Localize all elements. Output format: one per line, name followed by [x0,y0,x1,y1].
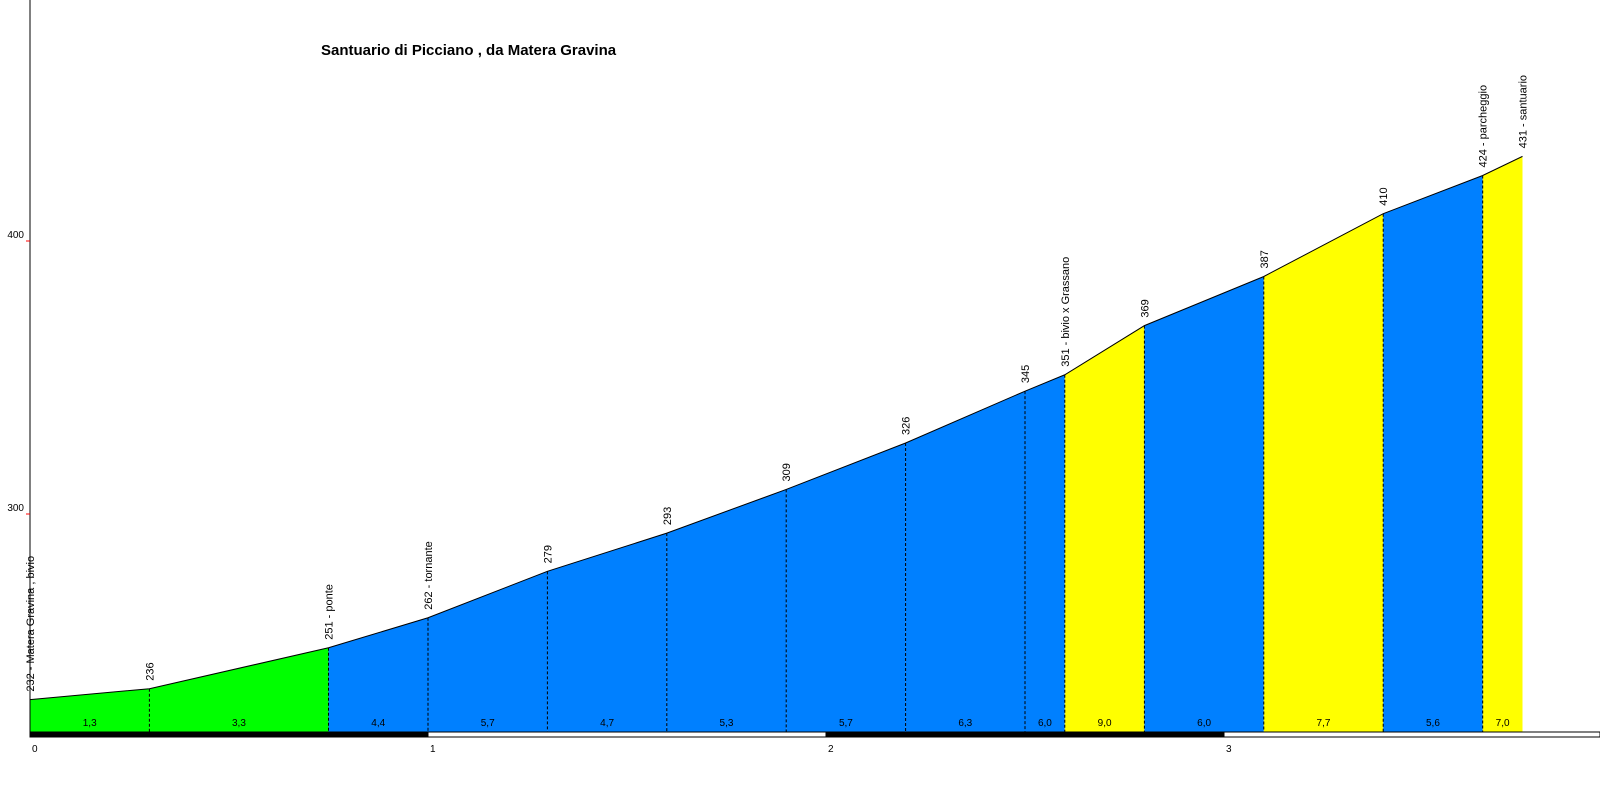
axes: 300 400 0 1 2 3 [7,0,1600,755]
elevation-label: 424 - parcheggio [1478,85,1490,168]
km-scale-bar [825,731,1225,738]
elevation-label: 369 [1139,299,1151,317]
gradient-label: 6,0 [1038,718,1052,729]
profile-segment [786,443,906,732]
elevation-label: 251 - ponte [324,584,336,640]
gradient-label: 7,7 [1317,718,1331,729]
profile-segment [149,647,329,732]
profile-segment [905,391,1025,732]
elevation-label: 351 - bivio x Grassano [1060,257,1072,367]
profile-outline [29,155,1523,701]
elevation-label: 236 [144,662,156,680]
gradient-label: 4,4 [371,718,385,729]
y-tick-label: 400 [7,230,24,241]
gradient-label: 1,3 [83,718,97,729]
elevation-label: 410 [1378,187,1390,205]
segment-dividers [148,175,1484,732]
km-scale-bar [427,731,827,738]
gradient-label: 4,7 [600,718,614,729]
x-tick-label: 1 [430,744,436,755]
gradient-label: 6,0 [1197,718,1211,729]
elevation-label: 309 [781,463,793,481]
elevation-label: 279 [542,545,554,563]
profile-segment [1263,213,1384,732]
elevation-label: 326 [901,417,913,435]
gradient-segments [30,156,1523,733]
gradient-label: 3,3 [232,718,246,729]
y-tick-label: 300 [7,503,24,514]
profile-segment [547,533,667,732]
gradient-label: 9,0 [1098,718,1112,729]
gradient-labels: 1,3 3,3 4,4 5,7 4,7 5,3 5,7 6,3 6,0 9,0 6,0 7,7 5,6 7… [83,718,1510,729]
profile-segment [1064,325,1145,732]
profile-outline-group [29,155,1523,701]
gradient-label: 5,3 [720,718,734,729]
profile-segment [666,489,787,732]
profile-segment [428,571,548,732]
elevation-label: 345 [1020,365,1032,383]
elevation-label: 293 [662,507,674,525]
profile-segment [1025,374,1065,732]
gradient-label: 7,0 [1496,718,1510,729]
gradient-label: 5,6 [1426,718,1440,729]
gradient-label: 6,3 [958,718,972,729]
profile-segment [1482,156,1523,732]
profile-segment [30,688,150,732]
elevation-labels: 232 - Matera Gravina , bivio 236 251 - pon… [25,75,1530,692]
profile-segment [1144,276,1264,732]
x-tick-label: 3 [1226,744,1232,755]
gradient-label: 5,7 [839,718,853,729]
km-scale-bar [29,731,429,738]
profile-segment [1383,175,1483,733]
km-scale-bar [1223,731,1600,738]
chart-title: Santuario di Picciano , da Matera Gravin… [321,42,617,59]
profile-segment [328,617,428,732]
elevation-label: 387 [1259,250,1271,268]
x-tick-label: 2 [828,744,834,755]
elevation-label: 232 - Matera Gravina , bivio [25,556,37,692]
elevation-label: 262 - tornante [423,541,435,610]
x-tick-label: 0 [32,744,38,755]
gradient-label: 5,7 [481,718,495,729]
elevation-label: 431 - santuario [1518,75,1530,148]
